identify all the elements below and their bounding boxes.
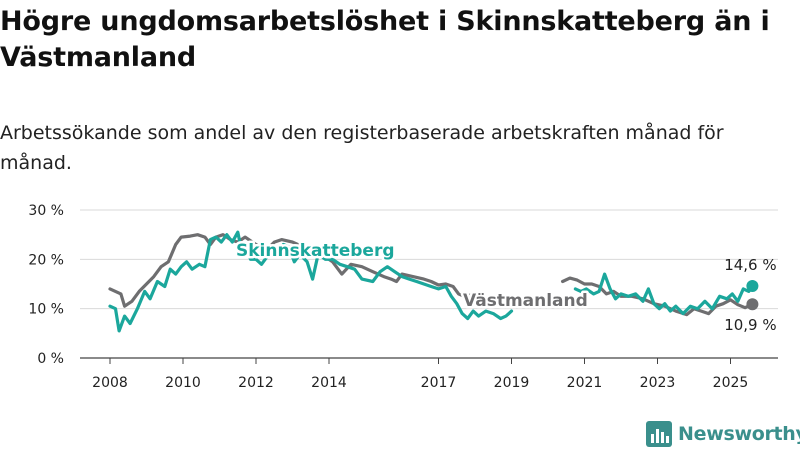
series-line-västmanland [561, 276, 754, 317]
gridlines [80, 209, 778, 359]
end-point-västmanland [746, 298, 759, 311]
bar-chart-logo-icon [646, 421, 672, 447]
y-tick-label: 0 % [37, 351, 64, 367]
brand-name: Newsworthy [678, 423, 800, 445]
series-label-vastmanland: Västmanland [463, 291, 588, 311]
x-axis: 2008 2010 2012 2014 2017 2019 2021 2023 2025 [92, 358, 748, 391]
series-label-skinnskatteberg: Skinnskatteberg [236, 241, 395, 261]
series-line-skinnskatteberg [108, 230, 514, 333]
end-value-skinnskatteberg: 14,6 % [724, 256, 776, 274]
chart-title: Högre ungdomsarbetslöshet i Skinnskatteb… [0, 6, 770, 73]
series-line-skinnskatteberg [573, 272, 754, 316]
x-tick-label: 2019 [494, 375, 530, 391]
x-tick-label: 2014 [311, 375, 347, 391]
x-tick-label: 2025 [713, 375, 749, 391]
y-tick-label: 10 % [28, 302, 64, 318]
y-tick-label: 20 % [28, 252, 64, 268]
end-value-vastmanland: 10,9 % [724, 316, 776, 334]
chart-subtitle: Arbetssökande som andel av den registerb… [0, 122, 724, 174]
series-line-västmanland [108, 233, 484, 308]
x-tick-label: 2021 [567, 375, 603, 391]
x-tick-label: 2012 [238, 375, 274, 391]
x-tick-label: 2008 [92, 375, 128, 391]
x-tick-label: 2010 [165, 375, 201, 391]
y-axis-ticks: 0 % 10 % 20 % 30 % [28, 203, 64, 367]
series-lines [108, 230, 754, 333]
series-labels: Skinnskatteberg Västmanland 14,6 % 10,9 % [234, 239, 777, 335]
x-tick-label: 2023 [640, 375, 676, 391]
y-tick-label: 30 % [28, 203, 64, 219]
end-markers [746, 279, 759, 311]
x-tick-label: 2017 [421, 375, 457, 391]
brand: Newsworthy [646, 419, 800, 449]
end-point-skinnskatteberg [746, 279, 759, 292]
